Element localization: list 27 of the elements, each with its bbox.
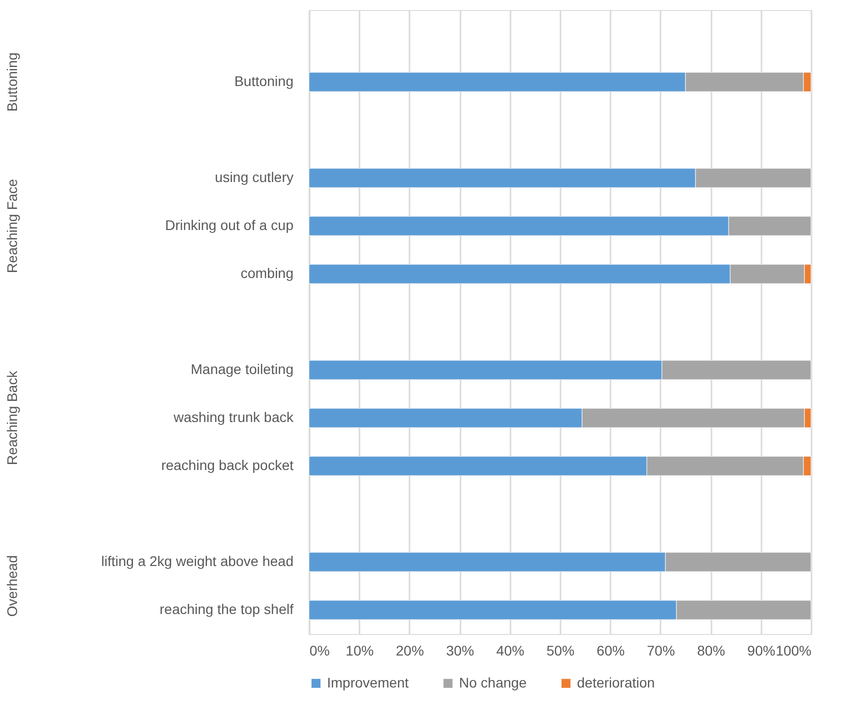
x-tick-label: 100% [776,642,812,658]
text: Reaching Back [4,370,20,466]
y-tick-label: combing [240,265,294,281]
y-tick-label: Manage toileting [190,361,294,377]
x-tick-label: 10% [346,642,374,658]
x-tick-label: 80% [697,642,726,658]
y-tick-label: reaching the top shelf [160,601,294,617]
x-tick-label: 40% [496,642,524,658]
y-tick-label: washing trunk back [172,409,294,425]
y-tick-label: using cutlery [214,169,294,185]
x-tick-label: 70% [646,642,675,658]
text: Buttoning [4,52,20,112]
text: Overhead [4,555,20,617]
y-tick-label: reaching back pocket [161,457,294,473]
x-tick-label: 20% [396,642,424,658]
y-tick-label: Buttoning [234,73,294,89]
x-tick-label: 30% [446,642,474,658]
x-tick-label: 90% [747,642,776,658]
x-tick-label: 50% [546,642,575,658]
legend-label: deterioration [577,674,655,690]
legend-label: No change [459,674,527,690]
x-tick-label: 60% [596,642,625,658]
text: Reaching Face [4,178,20,274]
y-tick-label: Drinking out of a cup [165,217,294,233]
y-tick-label: lifting a 2kg weight above head [101,553,294,569]
x-tick-label: 0% [310,642,330,658]
legend-label: Improvement [327,674,409,690]
